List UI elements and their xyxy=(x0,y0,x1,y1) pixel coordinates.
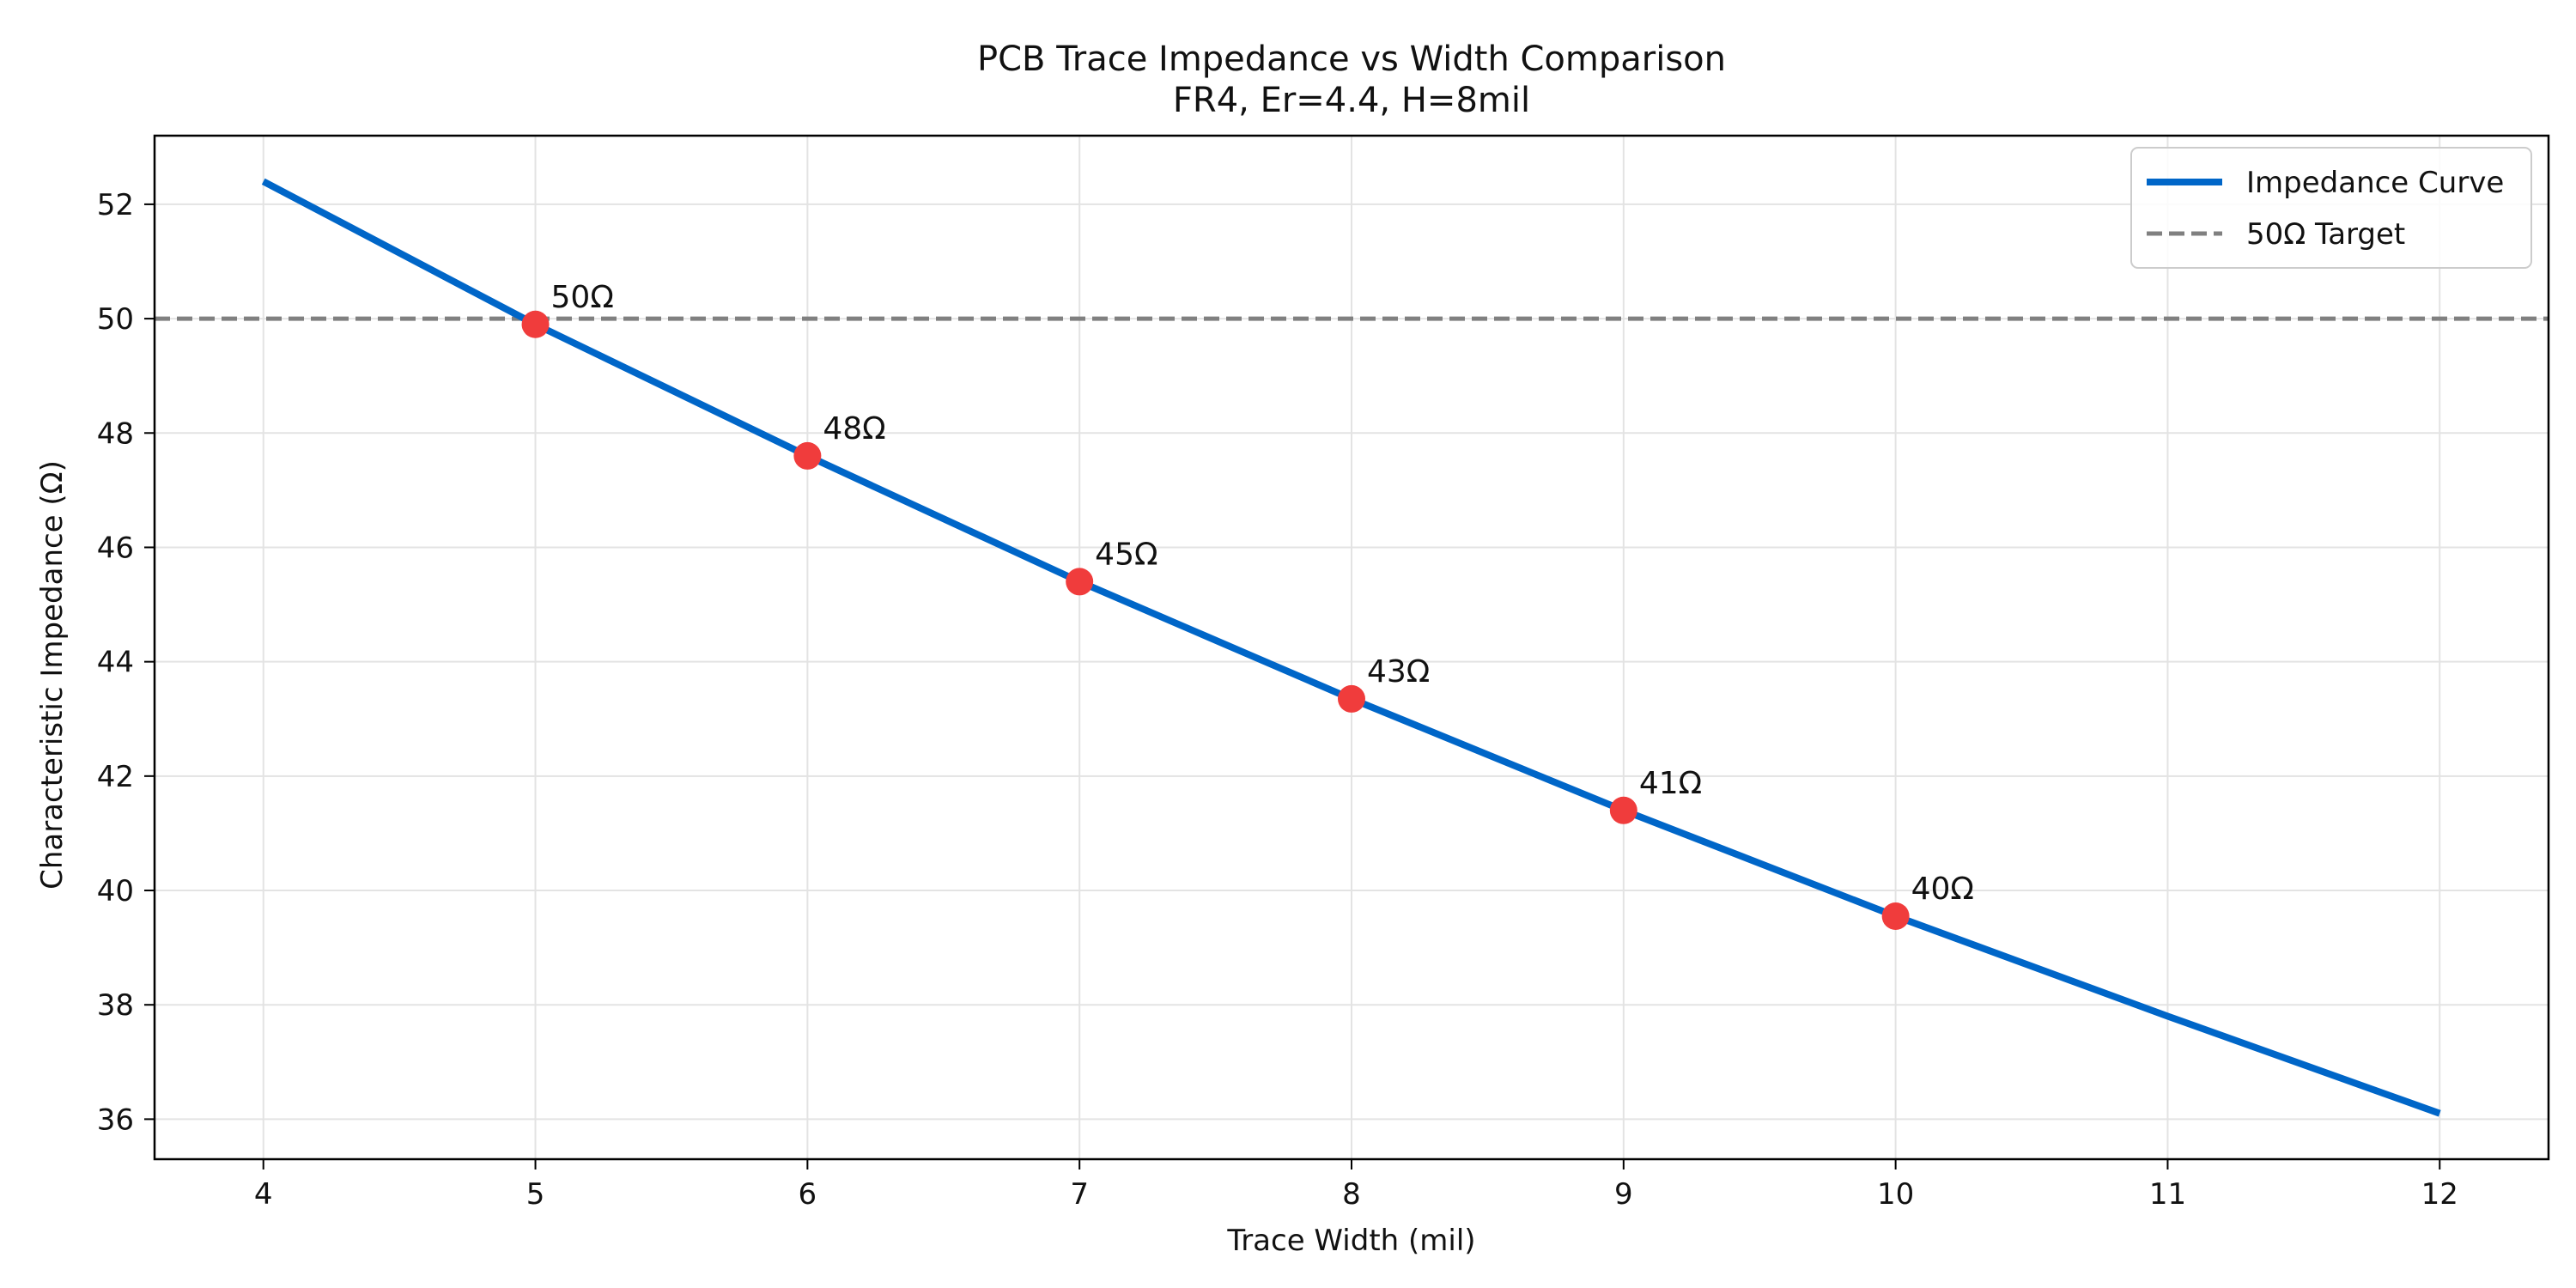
chart-subtitle: FR4, Er=4.4, H=8mil xyxy=(1173,81,1530,120)
legend-items: Impedance Curve 50Ω Target xyxy=(2147,166,2504,252)
x-tick-label: 10 xyxy=(1877,1177,1914,1212)
x-tick-label: 9 xyxy=(1614,1177,1633,1212)
data-point-label: 45Ω xyxy=(1095,537,1157,572)
x-axis-label: Trace Width (mil) xyxy=(1226,1224,1475,1258)
data-point-marker xyxy=(1881,902,1910,930)
x-tick-label: 11 xyxy=(2149,1177,2186,1212)
data-point-label: 41Ω xyxy=(1639,766,1702,801)
grid xyxy=(155,136,2549,1159)
y-tick-label: 52 xyxy=(97,188,134,222)
data-point-marker xyxy=(521,310,550,338)
annotations: 50Ω 48Ω 45Ω 43Ω 41Ω 40Ω xyxy=(551,280,1974,907)
legend: Impedance Curve 50Ω Target xyxy=(2130,147,2532,269)
y-tick-label: 40 xyxy=(97,874,134,908)
legend-label: Impedance Curve xyxy=(2246,166,2504,200)
y-tick-label: 42 xyxy=(97,760,134,794)
data-point-label: 48Ω xyxy=(823,411,885,447)
x-tick-label: 12 xyxy=(2421,1177,2458,1212)
data-point-label: 43Ω xyxy=(1367,654,1430,690)
legend-label: 50Ω Target xyxy=(2246,217,2405,252)
y-tick-label: 44 xyxy=(97,646,134,680)
y-tick-label: 38 xyxy=(97,988,134,1023)
x-tick-label: 8 xyxy=(1342,1177,1361,1212)
y-tick-label: 50 xyxy=(97,302,134,337)
data-point-label: 50Ω xyxy=(551,280,614,315)
data-point-marker xyxy=(1609,796,1637,824)
y-tick-label: 36 xyxy=(97,1103,134,1137)
x-tick-label: 6 xyxy=(799,1177,817,1212)
x-tick-label: 5 xyxy=(526,1177,545,1212)
y-axis-ticks: 36 38 40 42 44 46 48 50 52 xyxy=(97,188,155,1137)
data-point-marker xyxy=(793,441,822,470)
data-points xyxy=(521,310,1910,930)
y-axis-label: Characteristic Impedance (Ω) xyxy=(35,460,70,890)
data-point-marker xyxy=(1066,568,1094,596)
x-tick-label: 7 xyxy=(1070,1177,1089,1212)
x-tick-label: 4 xyxy=(254,1177,273,1212)
y-tick-label: 48 xyxy=(97,416,134,451)
chart-title: PCB Trace Impedance vs Width Comparison xyxy=(977,39,1726,79)
y-tick-label: 46 xyxy=(97,531,134,565)
legend-box xyxy=(2130,147,2532,269)
data-point-label: 40Ω xyxy=(1911,872,1974,907)
x-axis-ticks: 4 5 6 7 8 9 10 11 12 xyxy=(254,1159,2458,1212)
data-point-marker xyxy=(1338,684,1365,713)
